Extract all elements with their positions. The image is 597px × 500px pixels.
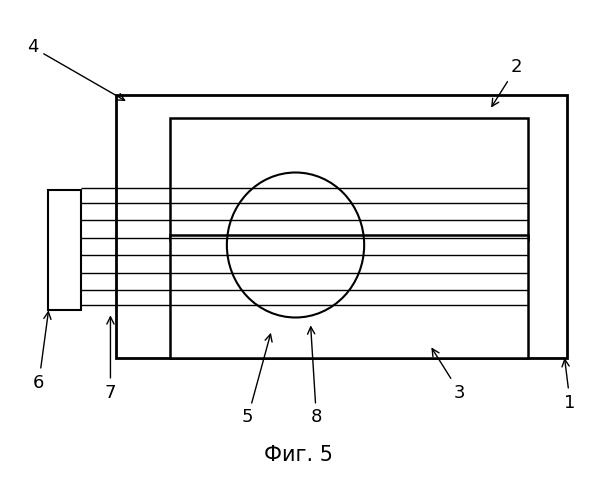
Bar [170, 235, 528, 358]
Text: 4: 4 [27, 38, 125, 100]
Text: 3: 3 [432, 348, 466, 402]
Text: 8: 8 [307, 327, 322, 426]
Bar [116, 95, 567, 357]
Bar [170, 118, 528, 240]
Text: 2: 2 [492, 58, 522, 106]
Text: 5: 5 [242, 334, 272, 426]
Text: Фиг. 5: Фиг. 5 [264, 445, 333, 465]
Text: 7: 7 [104, 317, 116, 402]
Bar [48, 190, 81, 310]
Text: 1: 1 [562, 360, 576, 412]
Text: 6: 6 [33, 312, 51, 392]
